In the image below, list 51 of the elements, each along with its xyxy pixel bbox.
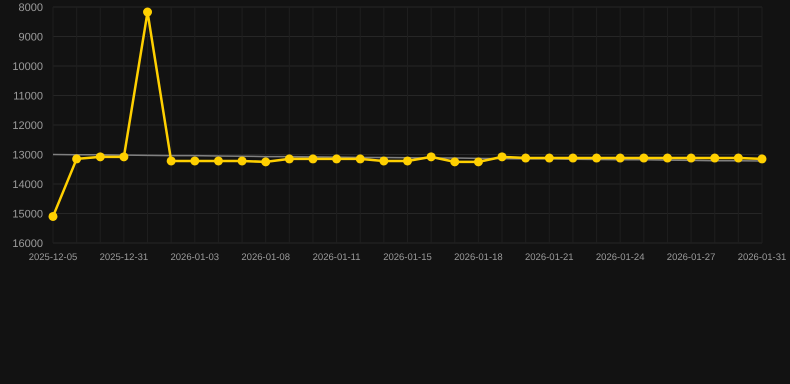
point bbox=[48, 212, 58, 221]
x-tick-label: 2026-01-21 bbox=[524, 252, 574, 263]
x-tick-label: 2026-01-31 bbox=[738, 252, 786, 263]
point bbox=[284, 154, 294, 164]
x-tick-label: 2026-01-15 bbox=[383, 252, 432, 263]
x-tick-label: 2025-12-05 bbox=[28, 252, 78, 263]
point bbox=[166, 156, 176, 166]
point bbox=[498, 152, 507, 162]
point bbox=[308, 154, 318, 164]
x-tick-label: 2026-01-11 bbox=[312, 252, 361, 263]
x-tick-label: 2025-12-31 bbox=[100, 252, 148, 263]
point bbox=[592, 154, 602, 163]
y-tick-label: 9000 bbox=[18, 31, 43, 44]
point bbox=[568, 154, 578, 163]
x-tick-label: 2026-01-27 bbox=[666, 252, 716, 263]
y-tick-label: 11000 bbox=[13, 90, 43, 102]
y-tick-label: 12000 bbox=[12, 120, 43, 132]
x-tick-label: 2026-01-24 bbox=[596, 252, 645, 263]
point bbox=[190, 156, 200, 166]
y-tick-label: 16000 bbox=[12, 238, 43, 250]
point bbox=[143, 8, 152, 17]
point bbox=[662, 154, 672, 163]
point bbox=[356, 154, 365, 164]
point bbox=[758, 154, 766, 164]
point bbox=[238, 156, 247, 166]
x-tick-label: 2026-01-03 bbox=[170, 252, 220, 263]
point bbox=[72, 154, 82, 164]
point bbox=[710, 154, 720, 163]
x-tick-label: 2026-01-18 bbox=[454, 252, 503, 263]
point bbox=[639, 154, 648, 163]
x-tick-label: 2026-01-08 bbox=[241, 252, 290, 263]
point bbox=[332, 154, 342, 164]
point bbox=[686, 154, 696, 163]
point bbox=[544, 154, 554, 163]
point bbox=[261, 157, 270, 166]
y-tick-label: 8000 bbox=[18, 2, 43, 14]
point bbox=[379, 156, 388, 166]
point bbox=[521, 154, 530, 163]
point bbox=[616, 154, 625, 163]
point bbox=[119, 152, 128, 162]
point bbox=[450, 157, 460, 166]
point bbox=[403, 156, 412, 166]
point bbox=[426, 152, 436, 162]
point bbox=[734, 154, 743, 163]
point bbox=[96, 152, 105, 162]
point bbox=[474, 157, 483, 166]
y-tick-label: 15000 bbox=[12, 208, 43, 220]
y-tick-label: 14000 bbox=[12, 178, 43, 191]
point bbox=[214, 156, 223, 166]
y-tick-label: 10000 bbox=[12, 60, 43, 73]
y-tick-label: 13000 bbox=[12, 149, 43, 162]
